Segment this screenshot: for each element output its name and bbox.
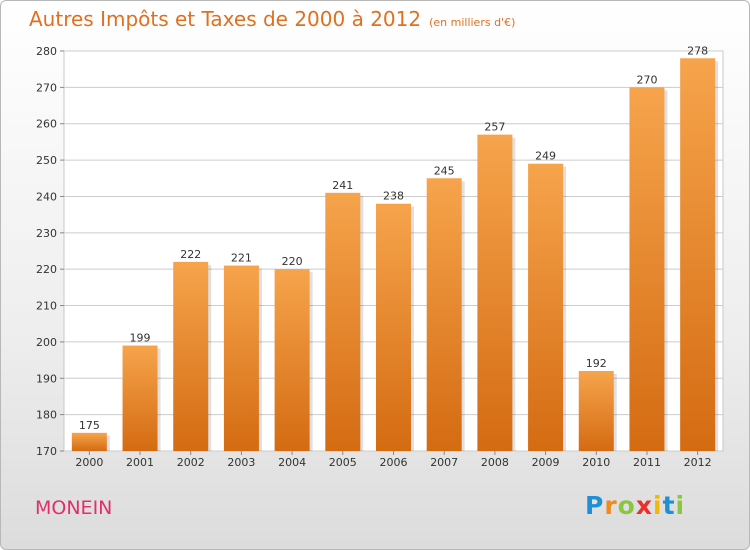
x-tick-label: 2008: [481, 456, 509, 469]
bar: [223, 265, 259, 451]
x-tick-label: 2003: [227, 456, 255, 469]
x-tick-label: 2000: [75, 456, 103, 469]
logo-letter: i: [653, 491, 663, 520]
logo-letter: P: [585, 491, 605, 520]
y-tick-label: 280: [36, 45, 57, 58]
logo-letter: r: [604, 491, 618, 520]
proxiti-logo: Proxiti: [585, 491, 685, 520]
bar-value-label: 175: [79, 419, 100, 432]
bar: [477, 134, 513, 452]
bar-value-label: 220: [282, 255, 303, 268]
bar: [578, 371, 614, 451]
bar-value-label: 241: [332, 179, 353, 192]
bar-value-label: 257: [484, 121, 505, 134]
bar-value-label: 278: [687, 44, 708, 57]
y-tick-label: 250: [36, 154, 57, 167]
x-tick-label: 2005: [329, 456, 357, 469]
y-tick-label: 200: [36, 336, 57, 349]
logo-letter: i: [675, 491, 686, 520]
bar: [325, 192, 361, 451]
x-tick-label: 2004: [278, 456, 306, 469]
bar-value-label: 245: [434, 164, 455, 177]
logo-letter: x: [635, 491, 653, 520]
y-tick-label: 180: [36, 409, 57, 422]
y-tick-label: 190: [36, 372, 57, 385]
x-tick-label: 2002: [177, 456, 205, 469]
bar: [376, 203, 411, 451]
place-name: MONEIN: [35, 497, 113, 519]
logo-letter: t: [662, 491, 676, 520]
x-tick-label: 2012: [684, 456, 712, 469]
bar: [122, 345, 158, 451]
y-tick-label: 170: [36, 445, 57, 458]
bar-value-label: 238: [383, 190, 404, 203]
bar: [173, 261, 209, 451]
bar-value-label: 199: [130, 332, 151, 345]
bar: [680, 58, 716, 451]
bar-value-label: 249: [535, 150, 556, 163]
x-tick-label: 2011: [633, 456, 661, 469]
bar-value-label: 192: [586, 357, 607, 370]
x-tick-label: 2001: [126, 456, 154, 469]
x-tick-label: 2006: [380, 456, 408, 469]
logo-letter: o: [617, 491, 636, 520]
bar: [71, 432, 107, 451]
bar: [426, 178, 462, 452]
y-tick-label: 270: [36, 81, 57, 94]
y-tick-label: 260: [36, 118, 57, 131]
bar-value-label: 221: [231, 252, 252, 265]
bar: [528, 163, 564, 451]
x-tick-label: 2009: [532, 456, 560, 469]
y-tick-label: 220: [36, 263, 57, 276]
y-tick-label: 230: [36, 227, 57, 240]
bar-value-label: 270: [636, 73, 657, 86]
bar-value-label: 222: [180, 248, 201, 261]
bar: [274, 269, 310, 451]
bar: [629, 87, 665, 451]
y-tick-label: 210: [36, 300, 57, 313]
x-tick-label: 2007: [430, 456, 458, 469]
chart-title: Autres Impôts et Taxes de 2000 à 2012 (en…: [29, 7, 515, 31]
chart-unit: (en milliers d'€): [429, 16, 516, 29]
chart-title-text: Autres Impôts et Taxes de 2000 à 2012: [29, 7, 422, 31]
x-tick-label: 2010: [582, 456, 610, 469]
y-tick-label: 240: [36, 190, 57, 203]
